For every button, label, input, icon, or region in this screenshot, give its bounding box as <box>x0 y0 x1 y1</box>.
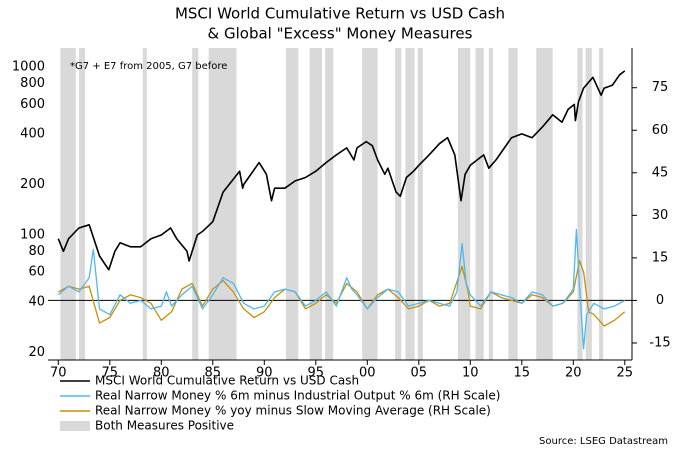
y-tick-label: 20 <box>28 345 45 360</box>
shaded-period <box>488 48 493 360</box>
legend-label: Real Narrow Money % yoy minus Slow Movin… <box>95 404 491 418</box>
legend-swatch <box>60 421 90 431</box>
chart-subtitle: & Global "Excess" Money Measures <box>208 25 473 43</box>
shaded-period <box>395 48 402 360</box>
x-tick-label: 75 <box>102 366 119 381</box>
y-tick-label: 40 <box>28 294 45 309</box>
y-tick-label: 200 <box>20 177 45 192</box>
chart-title: MSCI World Cumulative Return vs USD Cash <box>175 5 505 23</box>
series-line <box>57 260 626 327</box>
shaded-period <box>208 48 237 360</box>
shaded-period <box>599 48 604 360</box>
y-tick-label: 800 <box>20 76 45 91</box>
shaded-period <box>457 48 471 360</box>
shaded-period <box>417 48 423 360</box>
source: Source: LSEG Datastream <box>539 436 668 447</box>
legend-label: Both Measures Positive <box>95 419 234 433</box>
x-tick-label: 95 <box>308 366 325 381</box>
x-tick-label: 10 <box>462 366 479 381</box>
x-tick-label: 70 <box>50 366 67 381</box>
x-tick-label: 15 <box>514 366 531 381</box>
series-line <box>57 70 626 271</box>
x-tick-label: 00 <box>359 366 376 381</box>
series-line <box>57 228 626 350</box>
shaded-period <box>325 48 334 360</box>
y2-tick-label: 30 <box>652 208 669 223</box>
shaded-period <box>309 48 322 360</box>
y-tick-label: 400 <box>20 126 45 141</box>
y2-tick-label: -15 <box>649 335 670 350</box>
x-tick-label: 05 <box>411 366 428 381</box>
y-tick-label: 1000 <box>12 60 45 75</box>
y-tick-label: 60 <box>28 265 45 280</box>
x-tick-label: 85 <box>205 366 222 381</box>
shaded-period <box>60 48 76 360</box>
shaded-period <box>192 48 199 360</box>
y2-tick-label: 60 <box>652 123 669 138</box>
y-tick-label: 80 <box>28 244 45 259</box>
legend-label: MSCI World Cumulative Return vs USD Cash <box>95 374 359 388</box>
shaded-period <box>142 48 147 360</box>
legend-label: Real Narrow Money % 6m minus Industrial … <box>95 389 500 403</box>
x-tick-label: 20 <box>565 366 582 381</box>
x-tick-label: 80 <box>153 366 170 381</box>
shaded-period <box>577 48 583 360</box>
shaded-period <box>585 48 592 360</box>
y-tick-label: 100 <box>20 227 45 242</box>
shaded-period <box>285 48 299 360</box>
shaded-period <box>362 48 378 360</box>
shaded-period <box>536 48 553 360</box>
x-tick-label: 25 <box>617 366 634 381</box>
y2-tick-label: 15 <box>652 250 669 265</box>
shaded-period <box>78 48 86 360</box>
x-tick-label: 90 <box>256 366 273 381</box>
shaded-period <box>508 48 518 360</box>
annotation: *G7 + E7 from 2005, G7 before <box>70 61 227 72</box>
y-tick-label: 600 <box>20 97 45 112</box>
shaded-period <box>405 48 415 360</box>
shaded-period <box>475 48 484 360</box>
y2-tick-label: 45 <box>652 165 669 180</box>
y2-tick-label: 75 <box>652 80 669 95</box>
y2-tick-label: 0 <box>656 293 664 308</box>
